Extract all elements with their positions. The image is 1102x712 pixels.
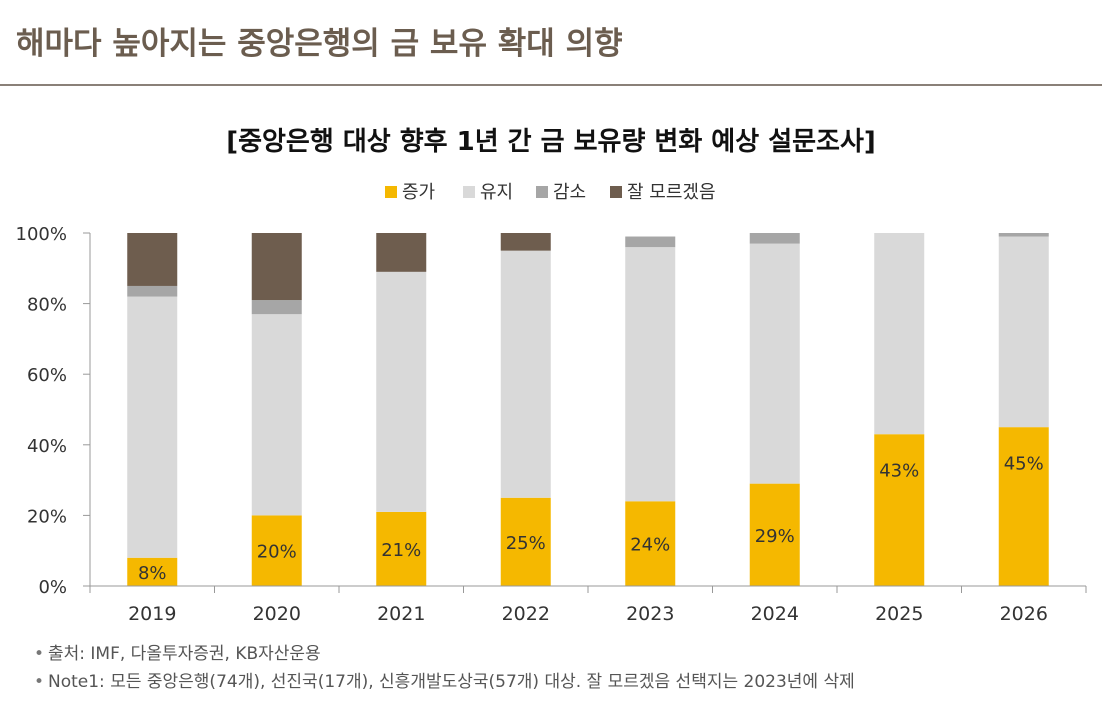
x-tick-label: 2024 [751, 603, 799, 625]
bar-segment [625, 236, 676, 248]
bar-segment [500, 497, 551, 586]
bar-segment [251, 515, 302, 586]
x-tick-label: 2019 [128, 603, 176, 625]
bar-segment [749, 483, 800, 586]
legend-label: 감소 [553, 182, 586, 203]
bar-segment [251, 300, 302, 315]
bar-segment [500, 233, 551, 251]
bar-segment [998, 236, 1049, 428]
bar-segment [874, 434, 925, 586]
y-tick-label: 40% [27, 436, 67, 457]
bar-segment [874, 233, 925, 435]
bar-segment [127, 233, 178, 286]
data-label: 45% [1004, 453, 1044, 474]
bar-segment [127, 296, 178, 558]
y-axis: 0% 20% 40% 60% 80% 100% [16, 224, 91, 598]
page-title: 해마다 높아지는 중앙은행의 금 보유 확대 의향 [16, 26, 623, 62]
data-label: 8% [138, 563, 167, 584]
bars-group: 8% 20% 21% 25% 24% 29% 43% 45% [127, 233, 1049, 586]
data-label: 43% [879, 461, 919, 482]
bar-segment [376, 233, 427, 272]
x-tick-label: 2026 [1000, 603, 1048, 625]
y-tick-label: 100% [16, 224, 67, 245]
legend-swatch [463, 186, 475, 198]
bar-segment [251, 314, 302, 516]
data-label: 21% [381, 540, 421, 561]
x-tick-label: 2022 [502, 603, 550, 625]
note-1: • Note1: 모든 중앙은행(74개), 선진국(17개), 신흥개발도상국(… [34, 672, 855, 692]
data-label: 29% [755, 526, 795, 547]
data-label: 25% [506, 533, 546, 554]
x-axis: 2019 2020 2021 2022 2023 2024 2025 2026 [89, 585, 1087, 625]
bar-segment [251, 233, 302, 301]
title-divider [0, 84, 1102, 86]
y-tick-label: 60% [27, 365, 67, 386]
bar-segment [749, 233, 800, 244]
note-text: 출처: IMF, 다올투자증권, KB자산운용 [48, 644, 321, 664]
bar-segment [127, 557, 178, 586]
chart-legend: 증가 유지 감소 잘 모르겠음 [385, 182, 716, 203]
bar-segment [998, 427, 1049, 586]
bar-segment [625, 247, 676, 502]
data-label: 20% [257, 542, 297, 563]
x-tick-label: 2020 [253, 603, 301, 625]
footnotes: • 출처: IMF, 다올투자증권, KB자산운용 • Note1: 모든 중앙은행… [34, 640, 855, 696]
legend-label: 증가 [402, 182, 435, 203]
bar-segment [625, 501, 676, 586]
bar-segment [376, 271, 427, 512]
chart-title: [중앙은행 대상 향후 1년 간 금 보유량 변화 예상 설문조사] [226, 127, 876, 157]
legend-label: 유지 [480, 182, 513, 203]
x-tick-label: 2021 [377, 603, 425, 625]
y-tick-label: 80% [27, 295, 67, 316]
bar-segment [127, 285, 178, 297]
stacked-bar-chart: [중앙은행 대상 향후 1년 간 금 보유량 변화 예상 설문조사] 증가 유지 감… [16, 127, 1087, 625]
legend-swatch [610, 186, 622, 198]
legend-swatch [385, 186, 397, 198]
x-tick-label: 2023 [626, 603, 674, 625]
y-tick-label: 0% [38, 577, 67, 598]
note-text: Note1: 모든 중앙은행(74개), 선진국(17개), 신흥개발도상국(5… [48, 672, 855, 692]
bar-segment [749, 243, 800, 484]
bar-segment [500, 250, 551, 498]
note-source: • 출처: IMF, 다올투자증권, KB자산운용 [34, 644, 321, 664]
legend-label: 잘 모르겠음 [627, 182, 716, 203]
bar-segment [998, 233, 1049, 237]
data-label: 24% [630, 535, 670, 556]
y-tick-label: 20% [27, 506, 67, 527]
x-tick-label: 2025 [875, 603, 923, 625]
legend-swatch [536, 186, 548, 198]
bar-segment [376, 511, 427, 586]
